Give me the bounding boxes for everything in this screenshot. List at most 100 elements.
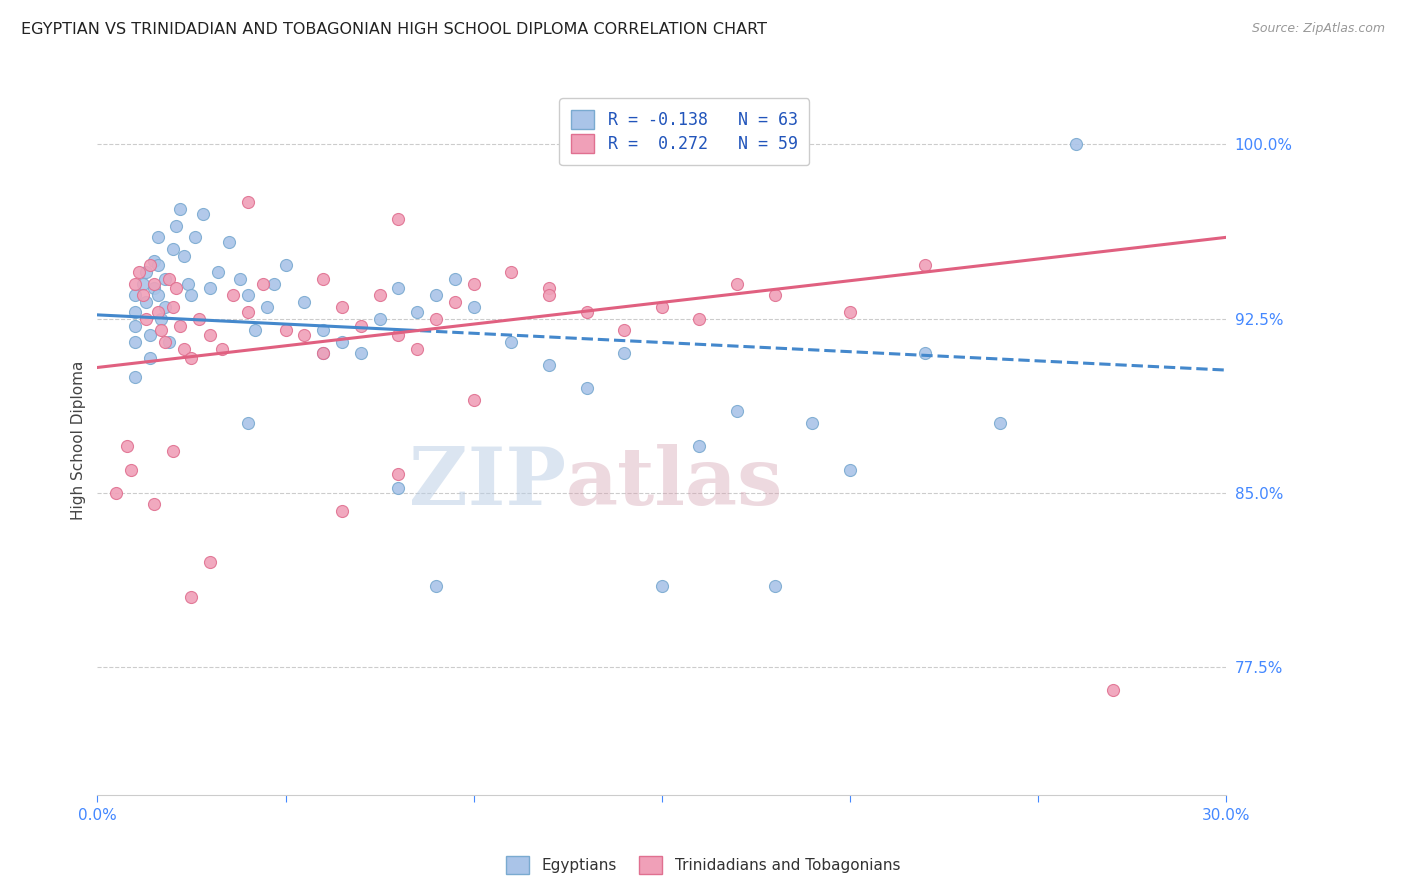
Point — [613, 346, 636, 360]
Point — [245, 323, 267, 337]
Point — [330, 504, 353, 518]
Point — [1102, 683, 1125, 698]
Point — [124, 318, 146, 333]
Point — [406, 342, 429, 356]
Point — [222, 288, 245, 302]
Point — [425, 311, 447, 326]
Point — [124, 334, 146, 349]
Point — [292, 295, 315, 310]
Point — [135, 295, 157, 310]
Point — [236, 195, 259, 210]
Point — [162, 300, 184, 314]
Point — [218, 235, 240, 249]
Point — [443, 295, 465, 310]
Point — [124, 369, 146, 384]
Point — [142, 497, 165, 511]
Point — [169, 202, 191, 217]
Point — [575, 381, 598, 395]
Point — [425, 288, 447, 302]
Point — [312, 323, 335, 337]
Point — [180, 591, 202, 605]
Point — [105, 485, 128, 500]
Point — [613, 137, 636, 152]
Point — [236, 416, 259, 430]
Point — [651, 579, 673, 593]
Point — [165, 219, 187, 233]
Point — [350, 318, 373, 333]
Point — [425, 579, 447, 593]
Point — [135, 311, 157, 326]
Point — [157, 272, 180, 286]
Point — [229, 272, 252, 286]
Point — [651, 300, 673, 314]
Point — [200, 555, 222, 569]
Point — [139, 351, 162, 365]
Point — [387, 211, 409, 226]
Point — [312, 346, 335, 360]
Y-axis label: High School Diploma: High School Diploma — [72, 360, 86, 520]
Point — [184, 230, 207, 244]
Point — [914, 346, 936, 360]
Point — [207, 265, 229, 279]
Point — [236, 304, 259, 318]
Point — [191, 207, 214, 221]
Point — [135, 265, 157, 279]
Point — [146, 258, 169, 272]
Point — [173, 249, 195, 263]
Point — [146, 288, 169, 302]
Point — [839, 462, 862, 476]
Point — [312, 272, 335, 286]
Point — [263, 277, 285, 291]
Point — [463, 300, 485, 314]
Text: atlas: atlas — [565, 444, 783, 522]
Point — [211, 342, 233, 356]
Point — [180, 351, 202, 365]
Point — [146, 230, 169, 244]
Point — [165, 281, 187, 295]
Point — [153, 272, 176, 286]
Point — [146, 304, 169, 318]
Point — [236, 288, 259, 302]
Point — [406, 304, 429, 318]
Point — [330, 300, 353, 314]
Point — [180, 288, 202, 302]
Point — [142, 281, 165, 295]
Text: Source: ZipAtlas.com: Source: ZipAtlas.com — [1251, 22, 1385, 36]
Legend: Egyptians, Trinidadians and Tobagonians: Egyptians, Trinidadians and Tobagonians — [501, 850, 905, 880]
Point — [501, 334, 523, 349]
Point — [153, 334, 176, 349]
Point — [839, 304, 862, 318]
Point — [139, 258, 162, 272]
Point — [537, 358, 560, 372]
Point — [117, 439, 139, 453]
Point — [537, 288, 560, 302]
Text: EGYPTIAN VS TRINIDADIAN AND TOBAGONIAN HIGH SCHOOL DIPLOMA CORRELATION CHART: EGYPTIAN VS TRINIDADIAN AND TOBAGONIAN H… — [21, 22, 768, 37]
Point — [387, 327, 409, 342]
Point — [350, 346, 373, 360]
Point — [162, 242, 184, 256]
Point — [169, 318, 191, 333]
Point — [914, 258, 936, 272]
Point — [124, 288, 146, 302]
Point — [801, 416, 824, 430]
Point — [501, 265, 523, 279]
Point — [763, 579, 786, 593]
Point — [387, 281, 409, 295]
Point — [575, 304, 598, 318]
Point — [150, 323, 173, 337]
Point — [142, 277, 165, 291]
Point — [131, 288, 153, 302]
Point — [124, 304, 146, 318]
Point — [688, 311, 710, 326]
Point — [292, 327, 315, 342]
Point — [274, 258, 297, 272]
Point — [200, 327, 222, 342]
Point — [463, 392, 485, 407]
Point — [124, 277, 146, 291]
Point — [188, 311, 211, 326]
Point — [312, 346, 335, 360]
Point — [725, 404, 748, 418]
Point — [162, 444, 184, 458]
Point — [120, 462, 142, 476]
Point — [368, 288, 391, 302]
